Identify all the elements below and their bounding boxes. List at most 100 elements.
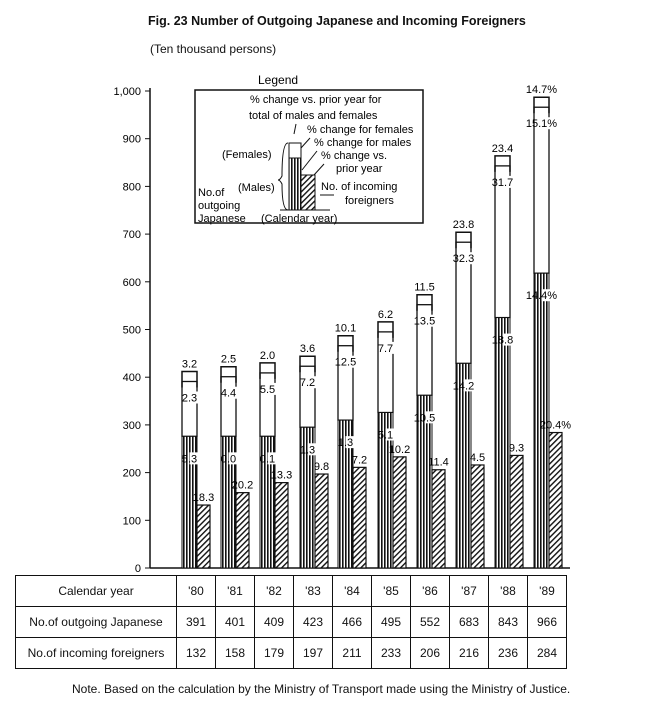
label-bg	[463, 252, 488, 265]
pct-total-label: 3.6	[300, 343, 315, 355]
row-label: No.of incoming foreigners	[15, 637, 177, 669]
table-cell: 843	[488, 606, 528, 638]
bar-incoming	[392, 456, 407, 569]
table-cell: 179	[254, 637, 294, 669]
legend-prior-2: prior year	[336, 163, 383, 175]
bar-incoming	[509, 454, 524, 569]
pct-males-label: 0.1	[260, 453, 275, 465]
label-bg	[502, 333, 527, 346]
table-cell: 401	[215, 606, 255, 638]
pct-males-label: 1.3	[300, 444, 315, 456]
table-cell: '88	[488, 575, 528, 607]
label-bg	[189, 391, 214, 404]
row-outgoing-japanese: No.of outgoing Japanese 391 401 409 423 466 49…	[15, 606, 567, 638]
table-cell: '83	[293, 575, 333, 607]
pct-females-label: 31.7	[492, 177, 513, 189]
legend-prior-1: % change vs.	[321, 150, 387, 162]
pct-incoming-label: 9.8	[314, 461, 329, 473]
pct-males-label: 18.8	[492, 335, 513, 347]
table-cell: 466	[332, 606, 372, 638]
legend-outgoing-2: outgoing	[198, 200, 240, 212]
pct-females-label: 13.5	[414, 316, 435, 328]
table-cell: '89	[527, 575, 567, 607]
legend-leader	[293, 123, 297, 135]
label-bg	[463, 379, 488, 392]
pct-males-label: 14.4%	[526, 290, 557, 302]
label-bg	[307, 376, 332, 389]
y-tick-label: 0	[135, 563, 141, 575]
total-bracket	[416, 293, 433, 311]
y-tick-label: 400	[123, 372, 141, 384]
total-bracket	[220, 365, 237, 383]
y-tick-label: 100	[123, 515, 141, 527]
pct-incoming-label: 18.3	[193, 492, 214, 504]
bar-females	[259, 372, 276, 437]
chart: 0 100 200 300 400 500 600 700 800 900 1,000 3.2 2.3…	[113, 73, 580, 575]
pct-males-label: 0.0	[221, 453, 236, 465]
legend-brace	[277, 142, 289, 211]
pct-males-label: 5.3	[182, 453, 197, 465]
pct-total-label: 23.8	[453, 219, 474, 231]
row-label: No.of outgoing Japanese	[15, 606, 177, 638]
pct-total-label: 6.2	[378, 309, 393, 321]
pct-total-label: 10.1	[335, 323, 356, 335]
table-cell: '87	[449, 575, 489, 607]
pct-females-label: 2.3	[182, 392, 197, 404]
bar-males	[455, 362, 472, 569]
pct-total-label: 3.2	[182, 358, 197, 370]
table-cell: 158	[215, 637, 255, 669]
label-bg	[267, 452, 292, 465]
total-bracket	[259, 362, 276, 379]
table-cell: '86	[410, 575, 450, 607]
table-cell: 966	[527, 606, 567, 638]
bar-females	[533, 106, 550, 274]
legend-females: (Females)	[222, 149, 272, 161]
pct-incoming-label: 20.4%	[540, 420, 571, 432]
pct-males-label: 1.3	[338, 437, 353, 449]
bar-incoming	[548, 431, 563, 569]
table-cell: 552	[410, 606, 450, 638]
y-tick-label: 800	[123, 181, 141, 193]
legend-incoming-swatch	[300, 174, 316, 211]
pct-males-label: 14.2	[453, 380, 474, 392]
table-cell: 423	[293, 606, 333, 638]
table-cell: 197	[293, 637, 333, 669]
legend-males: (Males)	[238, 182, 275, 194]
legend-calendar: (Calendar year)	[261, 213, 337, 225]
legend-incoming-1: No. of incoming	[321, 181, 397, 193]
note: Note. Based on the calculation by the Mi…	[72, 682, 571, 696]
bar-incoming	[470, 464, 485, 569]
table-cell: 132	[176, 637, 216, 669]
label-bg	[345, 436, 370, 449]
table-cell: '84	[332, 575, 372, 607]
total-bracket	[377, 321, 394, 338]
bar-females	[299, 365, 316, 428]
total-bracket	[494, 155, 511, 172]
data-table: Calendar year '80'81'82'83'84'85'86'87'88…	[15, 575, 567, 669]
label-bg	[228, 386, 253, 399]
label-bg	[502, 175, 527, 188]
y-tick-label: 700	[123, 229, 141, 241]
legend-total-1: % change vs. prior year for	[250, 94, 382, 106]
bar-incoming	[196, 504, 211, 569]
pct-incoming-label: 9.3	[509, 442, 524, 454]
pct-total-label: 2.0	[260, 350, 275, 362]
legend-leader	[301, 150, 318, 171]
label-bg	[555, 418, 580, 431]
label-bg	[541, 289, 566, 302]
table-cell: 409	[254, 606, 294, 638]
bar-incoming	[431, 469, 446, 569]
legend-outgoing-3: Japanese	[198, 213, 246, 225]
y-axis-unit: (Ten thousand persons)	[150, 42, 277, 56]
table-cell: 391	[176, 606, 216, 638]
row-calendar-year: Calendar year '80'81'82'83'84'85'86'87'88…	[15, 575, 567, 607]
pct-total-label: 23.4	[492, 143, 513, 155]
bar-incoming	[274, 482, 289, 569]
total-bracket	[455, 231, 472, 249]
row-label: Calendar year	[15, 575, 177, 607]
table-cell: 211	[332, 637, 372, 669]
bar-females	[220, 376, 237, 437]
bar-males	[181, 435, 198, 569]
legend-females-change: % change for females	[307, 124, 414, 136]
label-bg	[189, 452, 214, 465]
